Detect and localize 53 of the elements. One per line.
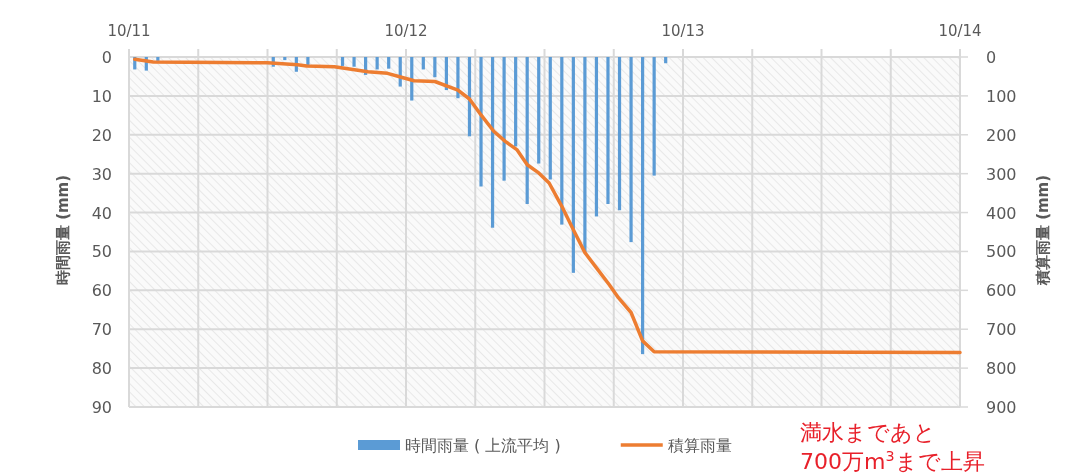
y2-tick-label: 0 [986,48,997,67]
bar [502,57,506,181]
bar [537,57,541,164]
x-tick-label: 10/12 [384,22,428,40]
y2-tick-label: 500 [986,242,1017,262]
legend-label: 時間雨量 ( 上流平均 ) [405,436,561,455]
y-tick-label: 20 [91,125,112,145]
bar [641,57,645,355]
bar [652,57,656,176]
legend-label: 積算雨量 [667,436,732,455]
x-tick-label: 10/13 [661,22,705,40]
bar [340,57,345,66]
x-tick-label: 10/14 [938,22,982,40]
bar [479,57,483,187]
text: 700万m$^{3}$まで上昇 [800,448,985,474]
bar [664,57,668,64]
bar [594,57,599,217]
bar [548,57,552,180]
y2-tick-label: 400 [986,203,1017,223]
bar [571,57,575,273]
bar [433,57,437,78]
bar [629,57,633,243]
bar [375,57,379,70]
y2-tick-label: 700 [986,320,1017,340]
y-axis-title: 時間雨量 (mm) [54,174,72,286]
y2-tick-label: 600 [986,281,1017,301]
y-tick-label: 80 [91,359,112,379]
y-tick-label: 90 [91,398,112,417]
bar [352,57,356,67]
y2-axis-title: 積算雨量 (mm) [1034,174,1052,287]
bar [421,57,425,70]
text: 満水まであと [800,420,936,445]
y-tick-label: 0 [101,48,112,67]
y2-tick-label: 200 [986,125,1017,145]
y2-tick-label: 100 [986,86,1017,106]
y2-tick-label: 300 [986,164,1017,184]
bar [490,57,495,228]
y-tick-label: 10 [91,86,112,106]
y-tick-label: 60 [91,281,112,301]
x-tick-label: 10/11 [107,22,151,40]
bar [583,57,587,253]
y2-tick-label: 900 [986,398,1017,417]
bar [617,57,622,211]
bar [387,57,391,69]
y-tick-label: 40 [91,203,112,223]
bar [514,57,518,147]
y-tick-label: 30 [91,164,112,184]
y-tick-label: 70 [91,320,112,340]
y2-tick-label: 800 [986,359,1017,379]
bar [606,57,610,204]
y-tick-label: 50 [91,242,112,262]
bar [525,57,529,204]
bar [560,57,564,225]
